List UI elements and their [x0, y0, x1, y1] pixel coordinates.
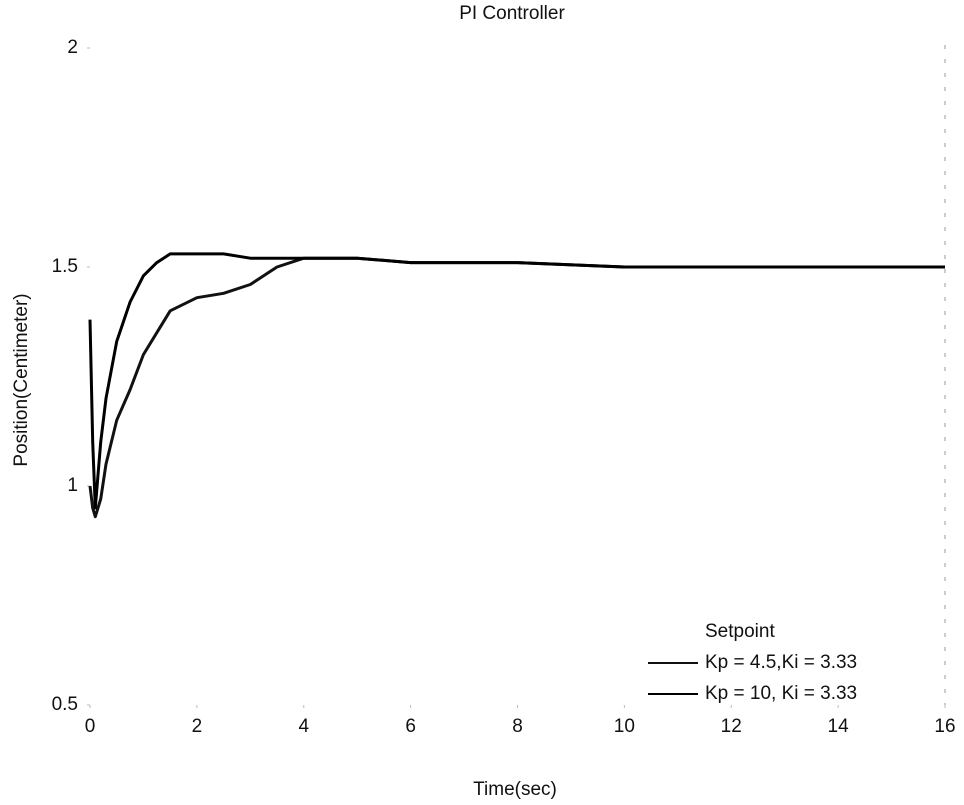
x-tick-label: 6 [405, 716, 416, 737]
x-tick-label: 4 [298, 716, 309, 737]
series-line [88, 256, 945, 519]
x-tick-label: 14 [828, 716, 850, 737]
y-axis-label: Position(Centimeter) [11, 293, 32, 466]
x-tick-label: 0 [85, 716, 96, 737]
legend-label: Kp = 4.5,Ki = 3.33 [705, 652, 857, 673]
chart-title: PI Controller [459, 3, 565, 24]
legend-label: Setpoint [705, 621, 775, 642]
x-tick-label: 12 [721, 716, 742, 737]
y-tick-label: 2 [67, 37, 78, 58]
x-tick-label: 8 [512, 716, 523, 737]
x-tick-label: 16 [934, 716, 955, 737]
y-tick-label: 0.5 [52, 694, 78, 715]
series-line [88, 252, 945, 510]
y-tick-label: 1.5 [52, 256, 78, 277]
x-axis-label: Time(sec) [473, 779, 557, 800]
x-tick-label: 2 [192, 716, 203, 737]
x-tick-label: 10 [614, 716, 635, 737]
legend-label: Kp = 10, Ki = 3.33 [705, 683, 857, 704]
y-tick-label: 1 [67, 475, 78, 496]
